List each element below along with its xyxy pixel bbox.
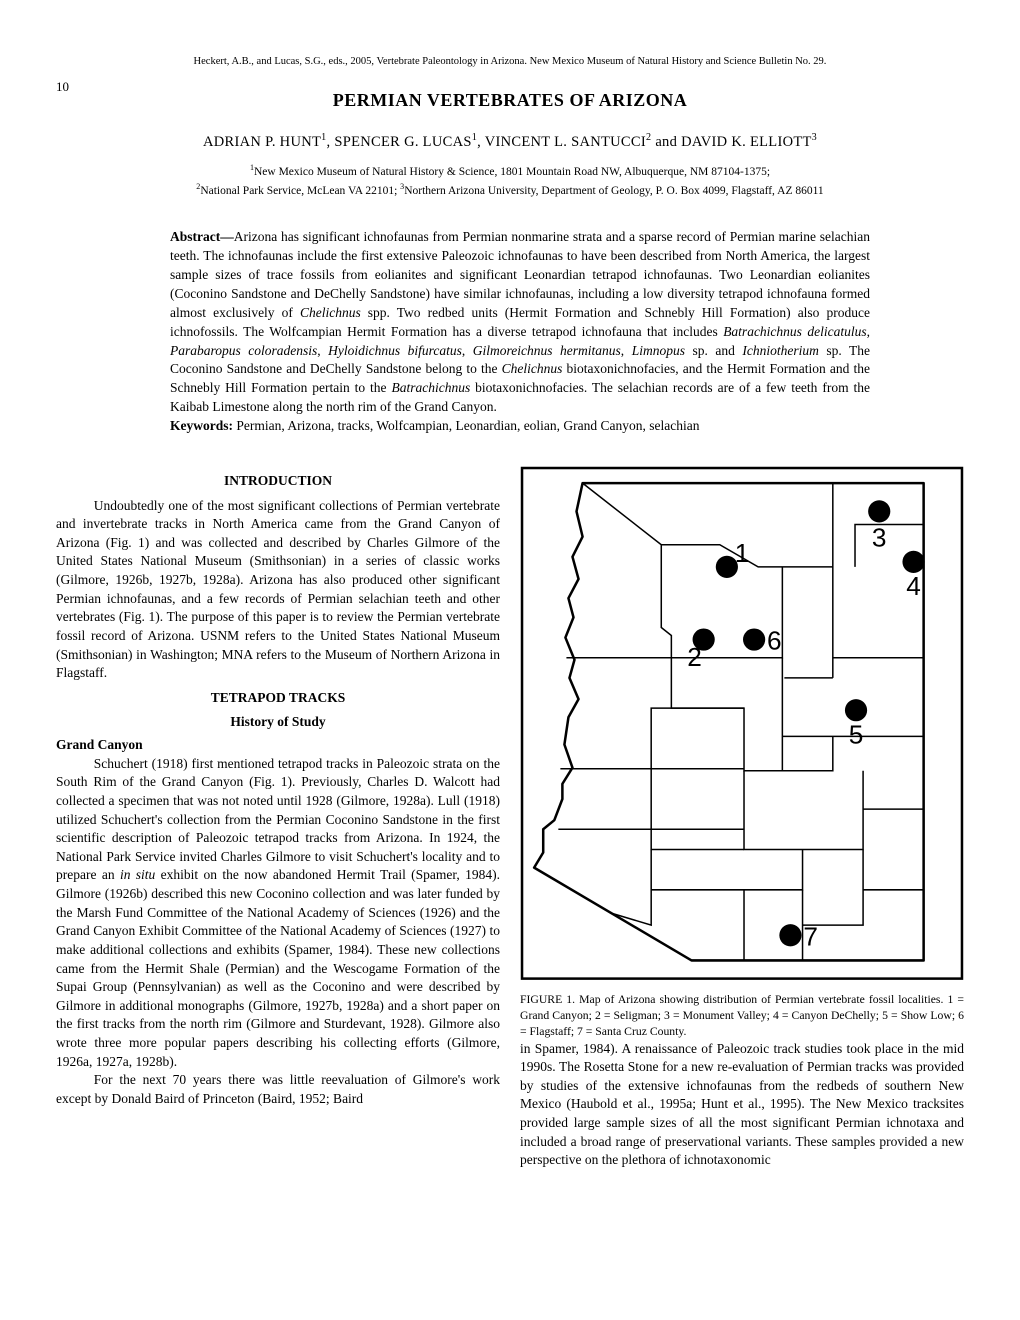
abstract-ital-9: Batrachichnus [391,380,470,395]
svg-text:1: 1 [735,538,750,568]
svg-text:7: 7 [803,921,818,951]
heading-grand-canyon: Grand Canyon [56,736,500,755]
left-column: INTRODUCTION Undoubtedly one of the most… [56,466,500,1170]
svg-text:6: 6 [767,626,782,656]
author-1: ADRIAN P. HUNT [203,134,321,150]
abstract-block: Abstract—Arizona has significant ichnofa… [170,228,870,436]
abstract-ital-8: Chelichnus [502,361,563,376]
svg-text:4: 4 [906,571,921,601]
page-number: 10 [56,78,69,96]
body-columns: INTRODUCTION Undoubtedly one of the most… [56,466,964,1170]
svg-text:3: 3 [872,523,887,553]
keywords-label: Keywords: [170,418,233,433]
abstract-text-3: sp. and [685,343,742,358]
figure-1-caption: FIGURE 1. Map of Arizona showing distrib… [520,992,964,1039]
right-para-1: in Spamer, 1984). A renaissance of Paleo… [520,1040,964,1170]
author-2: , SPENCER G. LUCAS [327,134,472,150]
arizona-map-svg: 1 2 34 5 6 7 [520,466,964,981]
heading-tetrapod-tracks: TETRAPOD TRACKS [56,689,500,708]
author-4: and DAVID K. ELLIOTT [651,134,811,150]
keywords-body: Permian, Arizona, tracks, Wolfcampian, L… [233,418,700,433]
abstract-ital-1: Chelichnus [300,305,361,320]
right-column: 1 2 34 5 6 7 FIGURE 1. Map of Arizona showing… [520,466,964,1170]
svg-text:2: 2 [687,642,702,672]
author-3: , VINCENT L. SANTUCCI [477,134,646,150]
intro-para-1: Undoubtedly one of the most significant … [56,497,500,683]
affiliations: 1New Mexico Museum of Natural History & … [60,162,960,200]
abstract-ital-4: Hyloidichnus bifurcatus [328,343,462,358]
heading-introduction: INTRODUCTION [56,472,500,491]
affil-2: National Park Service, McLean VA 22101; [200,185,400,197]
svg-text:5: 5 [849,719,864,749]
abstract-ital-3: Parabaropus coloradensis [170,343,317,358]
abstract-ital-5: Gilmoreichnus hermitanus [473,343,621,358]
paper-title: PERMIAN VERTEBRATES OF ARIZONA [0,88,1020,113]
affil-3: Northern Arizona University, Department … [404,185,823,197]
affil-1: New Mexico Museum of Natural History & S… [254,166,770,178]
authors-line: ADRIAN P. HUNT1, SPENCER G. LUCAS1, VINC… [0,131,1020,152]
author-4-affil: 3 [812,132,817,143]
abstract-ital-6: Limnopus [632,343,685,358]
gc-para-2: For the next 70 years there was little r… [56,1071,500,1108]
abstract-label: Abstract— [170,229,234,244]
abstract-ital-2: Batrachichnus delicatulus [723,324,866,339]
figure-1: 1 2 34 5 6 7 [520,466,964,986]
citation-header: Heckert, A.B., and Lucas, S.G., eds., 20… [0,0,1020,70]
abstract-ital-7: Ichniotherium [742,343,819,358]
in-situ-ital: in situ [120,867,155,882]
gc-para-1: Schuchert (1918) first mentioned tetrapo… [56,755,500,1072]
heading-history-of-study: History of Study [56,713,500,732]
